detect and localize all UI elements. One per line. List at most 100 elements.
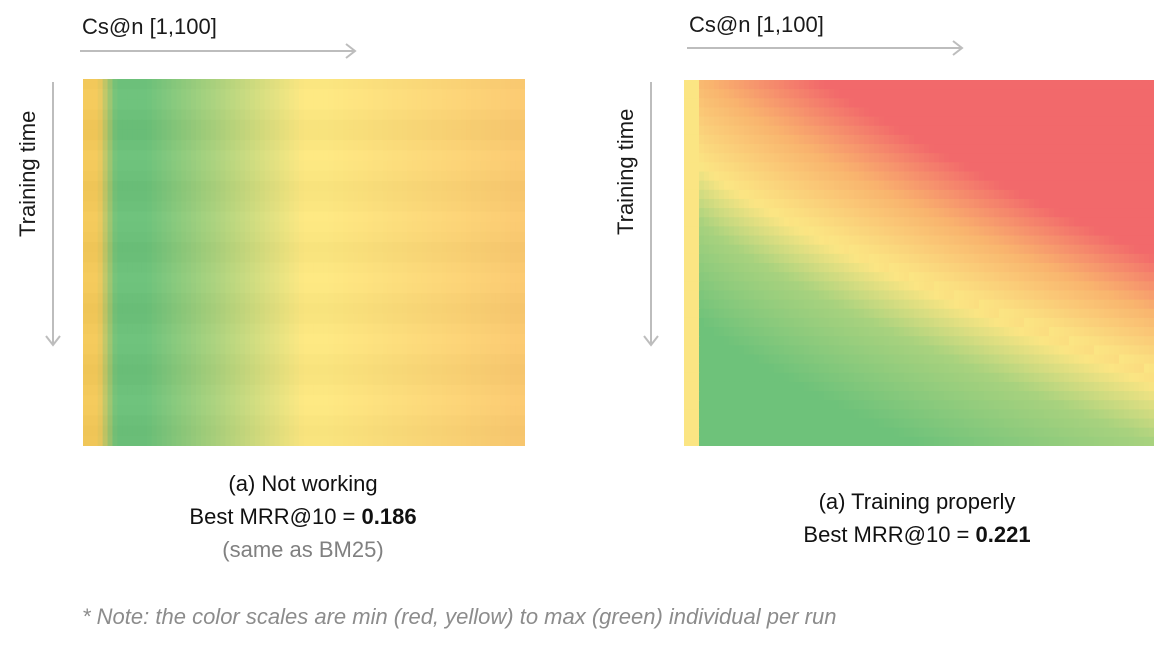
heatmap-cell <box>421 425 428 437</box>
heatmap-cell <box>1069 162 1075 173</box>
heatmap-cell <box>274 170 281 182</box>
heatmap-cell <box>1149 226 1154 237</box>
heatmap-cell <box>505 313 511 325</box>
heatmap-cell <box>490 201 497 213</box>
heatmap-cell <box>839 144 845 154</box>
heatmap-cell <box>294 374 300 386</box>
heatmap-cell <box>191 354 197 366</box>
heatmap-cell <box>470 395 477 406</box>
heatmap-cell <box>515 415 521 427</box>
heatmap-cell <box>456 313 462 325</box>
heatmap-cell <box>87 89 94 100</box>
heatmap-cell <box>191 242 197 253</box>
heatmap-cell <box>954 189 960 200</box>
heatmap-cell <box>854 244 860 255</box>
heatmap-cell <box>407 293 413 304</box>
heatmap-cell <box>1109 162 1115 173</box>
heatmap-cell <box>1124 98 1130 109</box>
heatmap-cell <box>939 162 945 173</box>
heatmap-cell <box>348 221 354 233</box>
heatmap-cell <box>844 89 850 99</box>
heatmap-cell <box>92 282 99 294</box>
heatmap-cell <box>759 89 765 99</box>
heatmap-cell <box>1144 144 1150 154</box>
heatmap-cell <box>132 344 138 355</box>
heatmap-cell <box>367 364 374 376</box>
heatmap-cell <box>264 211 271 223</box>
heatmap-cell <box>451 140 457 151</box>
heatmap-cell <box>171 395 177 406</box>
heatmap-cell <box>353 374 359 386</box>
heatmap-cell <box>274 425 281 437</box>
heatmap-cell <box>191 272 197 284</box>
heatmap-cell <box>759 107 765 118</box>
heatmap-cell <box>1124 180 1130 191</box>
heatmap-cell <box>466 140 472 151</box>
heatmap-cell <box>1109 189 1115 200</box>
heatmap-cell <box>112 191 118 202</box>
heatmap-cell <box>505 323 511 335</box>
heatmap-cell <box>146 415 153 427</box>
heatmap-cell <box>107 262 114 274</box>
heatmap-cell <box>328 374 335 386</box>
heatmap-cell <box>372 119 379 131</box>
heatmap-cell <box>1144 89 1150 99</box>
heatmap-cell <box>684 217 690 227</box>
heatmap-cell <box>171 293 177 304</box>
heatmap-cell <box>964 235 970 246</box>
heatmap-cell <box>284 323 290 335</box>
heatmap-cell <box>402 180 408 192</box>
heatmap-cell <box>441 180 448 192</box>
heatmap-cell <box>397 435 403 446</box>
heatmap-cell <box>441 242 448 253</box>
heatmap-cell <box>1014 134 1020 145</box>
heatmap-cell <box>854 125 860 136</box>
heatmap-cell <box>313 221 320 233</box>
heatmap-cell <box>939 171 945 182</box>
heatmap-cell <box>83 119 89 131</box>
heatmap-cell <box>466 201 472 213</box>
heatmap-cell <box>279 191 285 202</box>
heatmap-cell <box>759 208 765 218</box>
heatmap-cell <box>441 262 448 274</box>
heatmap-cell <box>809 98 815 109</box>
heatmap-cell <box>520 221 525 233</box>
heatmap-cell <box>1124 171 1130 182</box>
heatmap-cell <box>245 129 251 141</box>
heatmap-cell <box>919 98 925 109</box>
heatmap-cell <box>421 191 428 202</box>
heatmap-cell <box>1019 198 1025 209</box>
heatmap-cell <box>515 344 521 355</box>
heatmap-cell <box>490 405 497 417</box>
heatmap-cell <box>343 374 349 386</box>
heatmap-cell <box>313 252 320 264</box>
heatmap-cell <box>480 272 487 284</box>
heatmap-cell <box>804 89 810 99</box>
heatmap-cell <box>1144 107 1150 118</box>
heatmap-cell <box>849 144 855 154</box>
heatmap-cell <box>186 191 192 202</box>
heatmap-cell <box>412 323 418 335</box>
heatmap-cell <box>186 170 192 182</box>
heatmap-cell <box>333 364 339 376</box>
heatmap-cell <box>407 374 413 386</box>
heatmap-cell <box>744 134 750 145</box>
heatmap-cell <box>382 242 389 253</box>
heatmap-cell <box>974 217 980 227</box>
heatmap-cell <box>689 189 695 200</box>
heatmap-cell <box>934 98 940 109</box>
heatmap-cell <box>909 180 915 191</box>
heatmap-cell <box>939 153 945 163</box>
heatmap-cell <box>328 425 335 437</box>
heatmap-cell <box>156 170 163 182</box>
heatmap-cell <box>999 198 1005 209</box>
heatmap-cell <box>724 80 730 90</box>
heatmap-cell <box>490 231 497 243</box>
heatmap-cell <box>294 354 300 366</box>
heatmap-cell <box>249 180 256 192</box>
heatmap-cell <box>500 425 506 437</box>
heatmap-cell <box>353 303 359 315</box>
heatmap-cell <box>829 153 835 163</box>
heatmap-cell <box>112 262 118 274</box>
heatmap-cell <box>200 201 207 213</box>
